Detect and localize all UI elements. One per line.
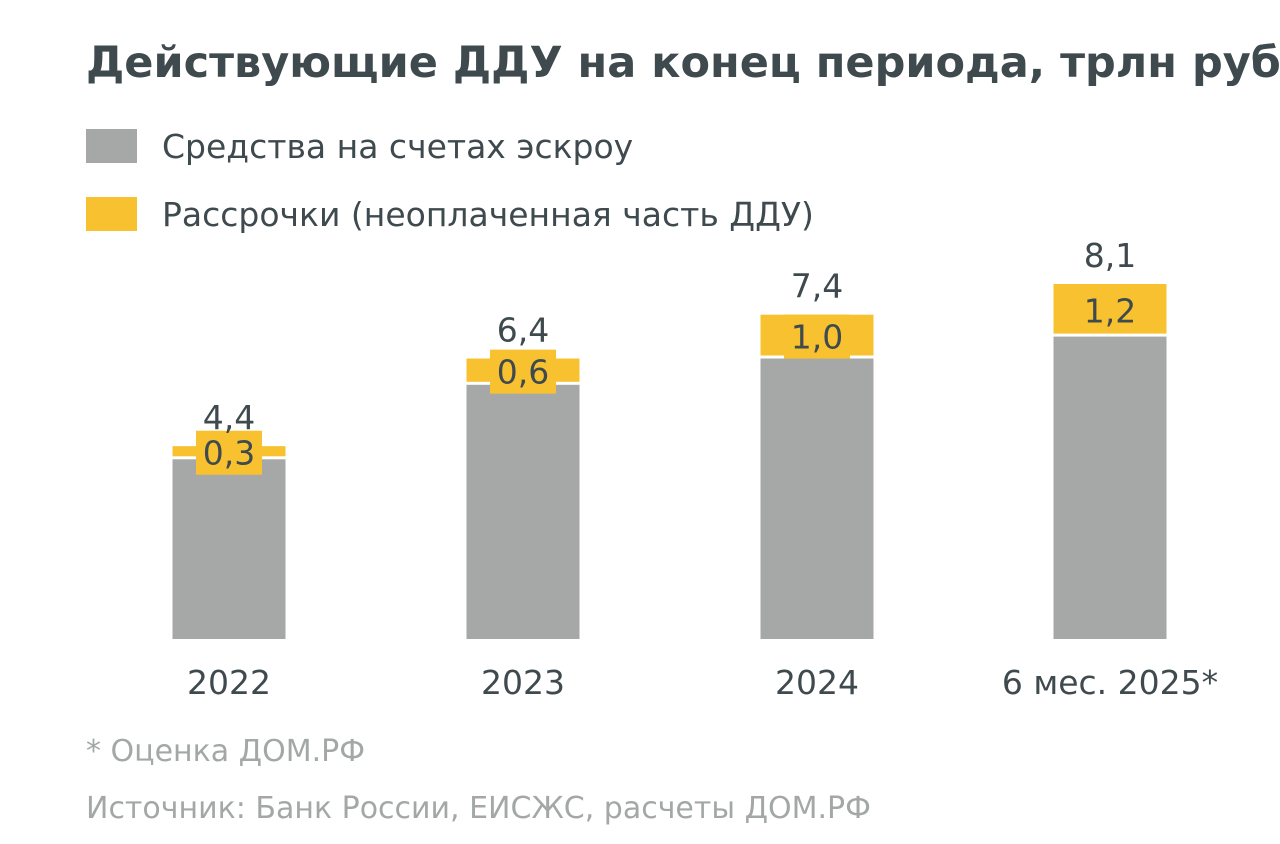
total-label: 7,4 (791, 267, 843, 306)
segment-label: 1,2 (1084, 291, 1136, 330)
total-label: 6,4 (497, 311, 549, 350)
segment-label-box (1077, 288, 1143, 333)
segment-label-box (196, 430, 262, 475)
chart-title: Действующие ДДУ на конец периода, трлн р… (86, 38, 1280, 88)
bar-escrow (760, 358, 874, 639)
category-label: 2024 (775, 663, 859, 702)
category-label: 2022 (187, 663, 271, 702)
bar-escrow (172, 459, 286, 639)
legend-swatch-escrow (86, 129, 137, 163)
legend-label-installments: Рассрочки (неоплаченная часть ДДУ) (162, 194, 814, 234)
legend-item-escrow: Средства на счетах эскроу (86, 124, 633, 168)
total-label: 4,4 (203, 398, 255, 437)
total-label: 8,1 (1084, 236, 1136, 275)
legend-label-escrow: Средства на счетах эскроу (162, 126, 634, 166)
category-label: 6 мес. 2025* (1002, 663, 1218, 702)
legend-swatch-installments (86, 197, 137, 231)
source-note: Источник: Банк России, ЕИСЖС, расчеты ДО… (86, 791, 871, 826)
footnote: * Оценка ДОМ.РФ (86, 734, 366, 769)
legend-item-installments: Рассрочки (неоплаченная часть ДДУ) (86, 192, 814, 236)
segment-label-box (784, 314, 850, 359)
segment-label: 1,0 (791, 318, 843, 357)
bar-escrow (466, 384, 580, 639)
segment-label: 0,6 (497, 353, 549, 392)
category-label: 2023 (481, 663, 565, 702)
segment-label-box (490, 349, 556, 394)
segment-label: 0,3 (203, 434, 255, 473)
bar-escrow (1053, 336, 1167, 639)
